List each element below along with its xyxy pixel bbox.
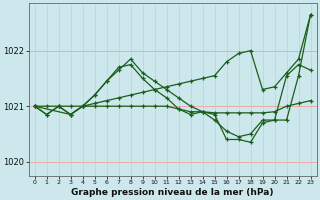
X-axis label: Graphe pression niveau de la mer (hPa): Graphe pression niveau de la mer (hPa) xyxy=(71,188,274,197)
